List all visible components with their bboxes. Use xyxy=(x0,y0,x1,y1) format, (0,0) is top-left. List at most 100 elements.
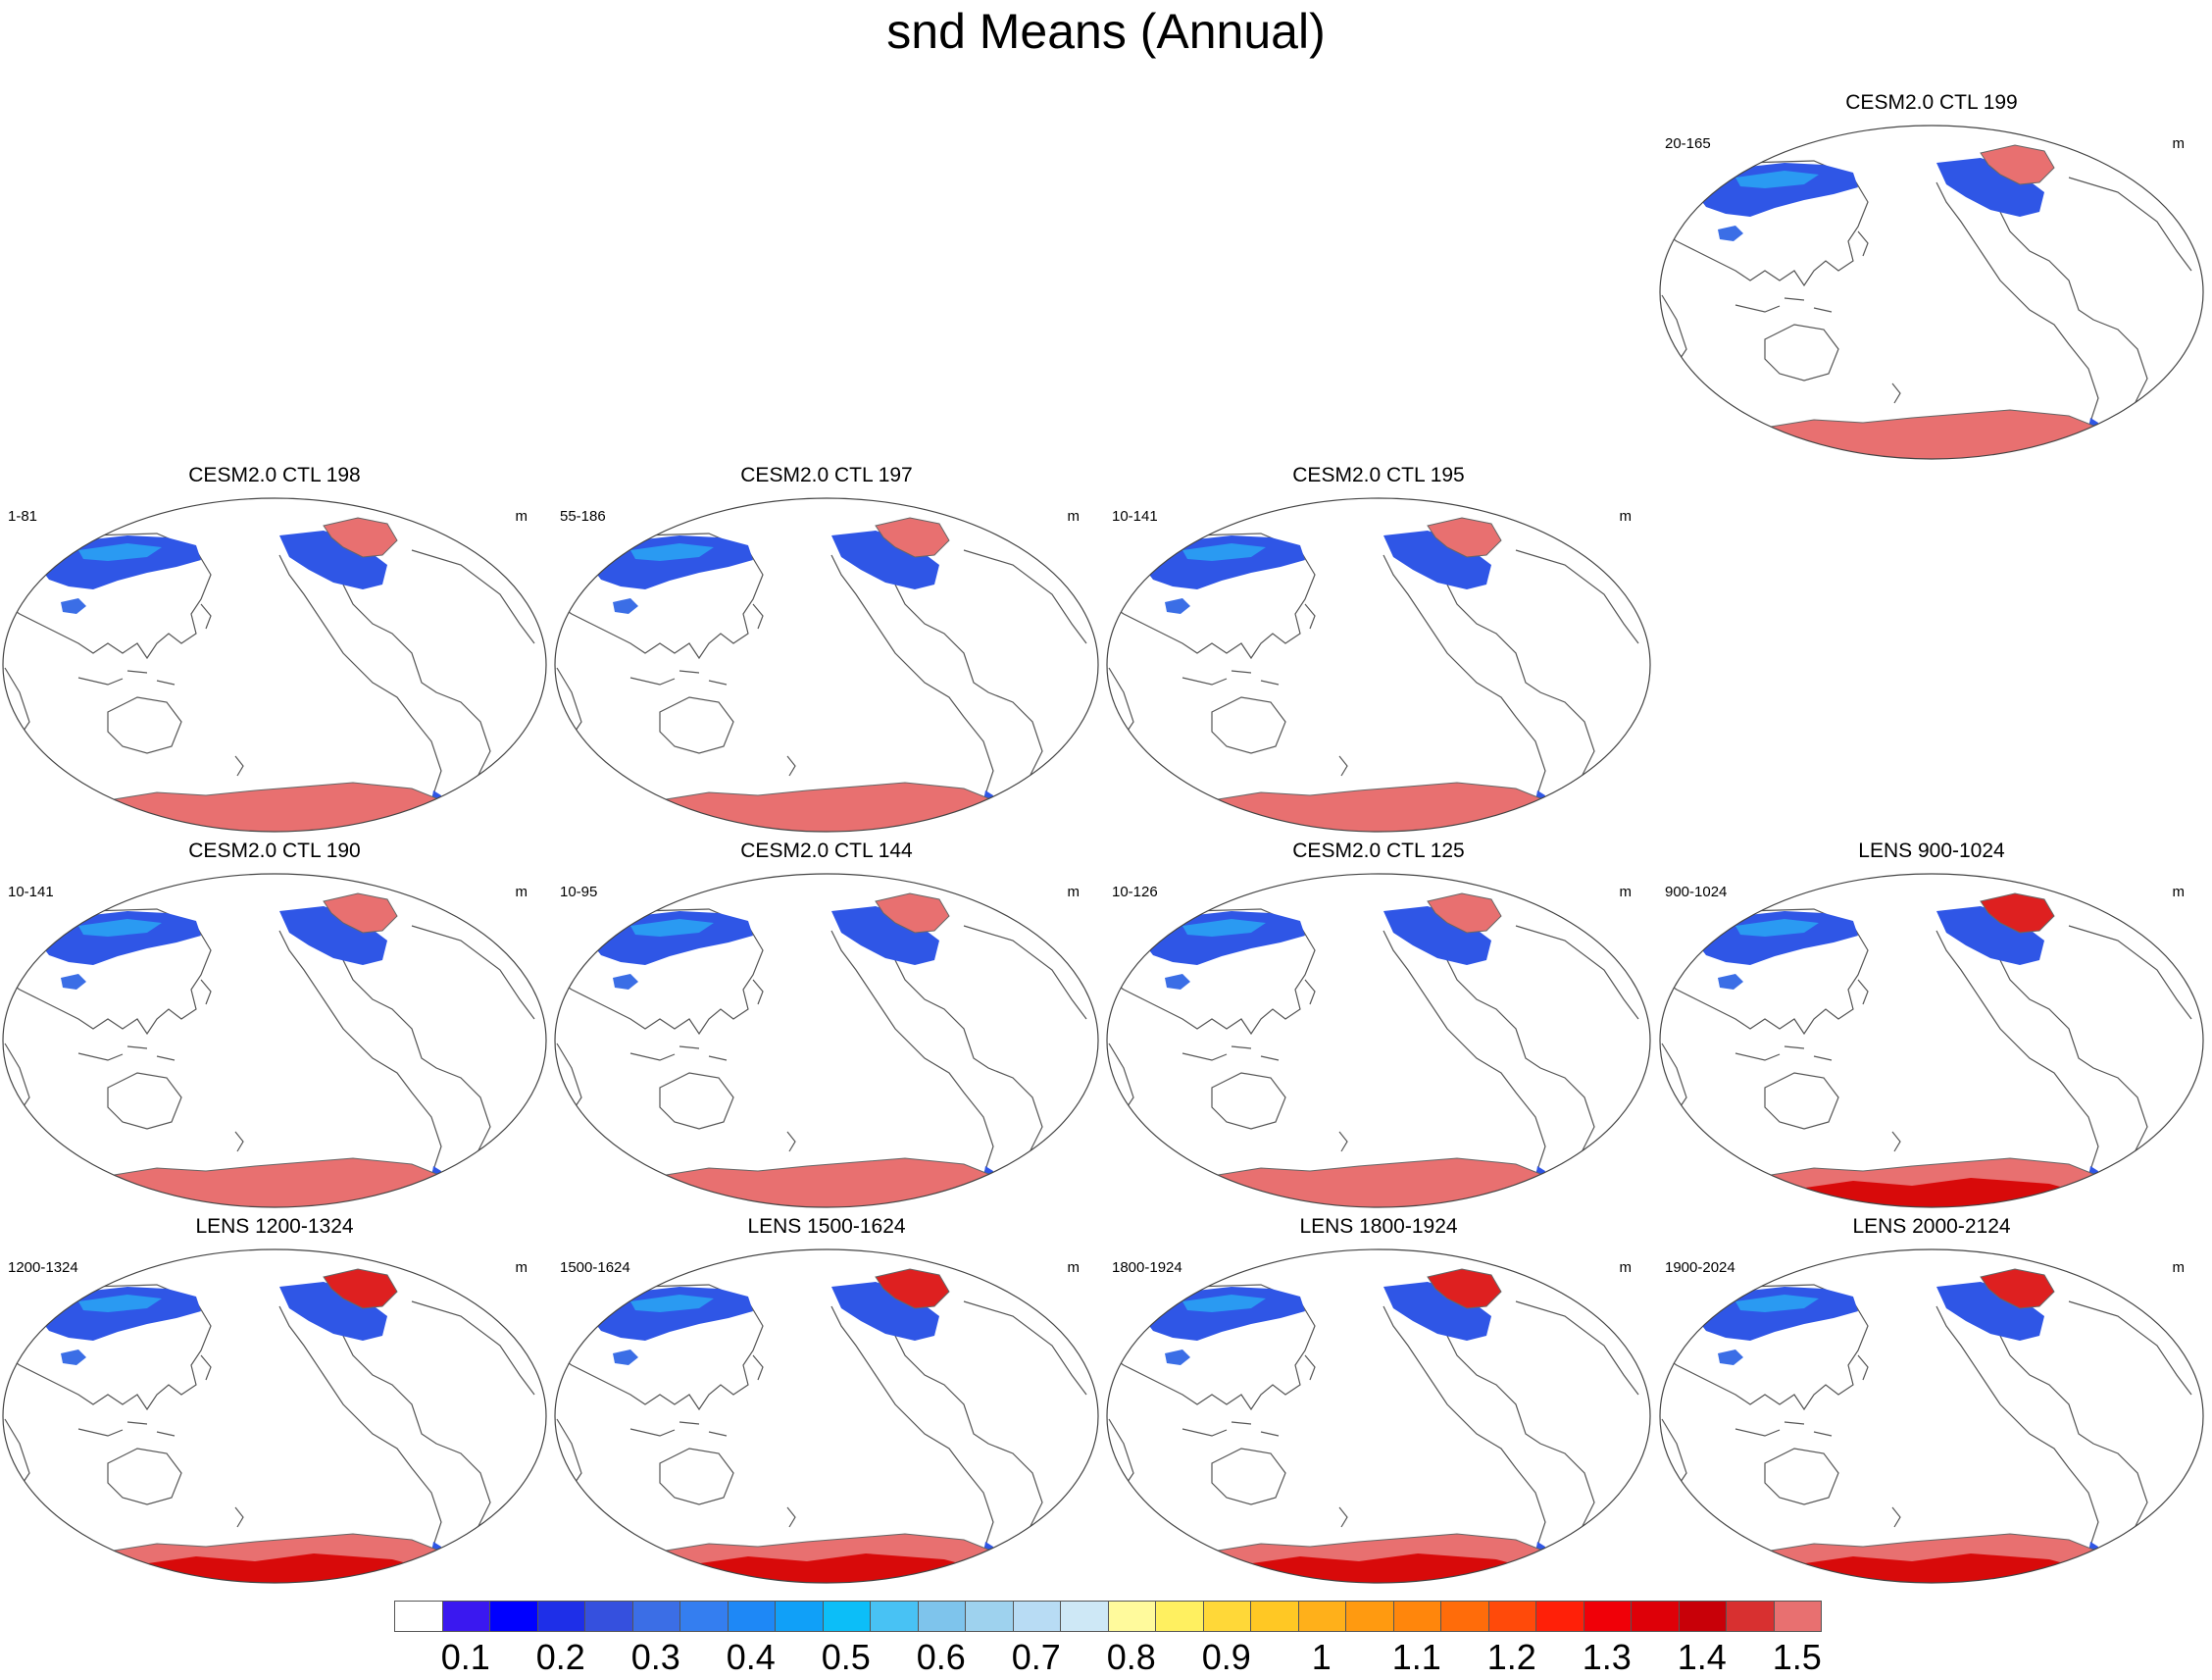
snow-tibet xyxy=(1165,974,1190,990)
coastline xyxy=(4,1284,212,1411)
world-map xyxy=(2,873,547,1208)
snow-tibet xyxy=(613,974,638,990)
panel-range-label: 1500-1624 xyxy=(560,1259,630,1276)
map-panel: CESM2.0 CTL 125 10-126 m xyxy=(1104,839,1653,1208)
greenland-ice xyxy=(1427,517,1502,558)
coastline xyxy=(708,1431,728,1437)
panel-range-label: 55-186 xyxy=(560,508,606,525)
snow-tibet xyxy=(1165,1349,1190,1365)
coastline xyxy=(1108,1043,1134,1113)
panel-title: LENS 1200-1324 xyxy=(195,1215,354,1238)
panel-title: CESM2.0 CTL 190 xyxy=(188,840,361,862)
coastline xyxy=(679,670,700,674)
snow-tibet xyxy=(1165,598,1190,614)
coastline xyxy=(679,1045,700,1049)
coastline xyxy=(659,1448,734,1505)
coastline xyxy=(2068,1300,2192,1396)
coastline xyxy=(963,925,1087,1020)
panel-title: CESM2.0 CTL 144 xyxy=(740,840,913,862)
map-border xyxy=(1659,873,2204,1208)
snow-eurasia xyxy=(39,911,201,965)
coastline xyxy=(1260,1055,1280,1061)
panel-range-label: 20-165 xyxy=(1665,135,1711,152)
panel-title: LENS 1800-1924 xyxy=(1299,1215,1458,1238)
colorbar-swatch xyxy=(679,1601,729,1632)
snow-eurasia xyxy=(1696,911,1858,965)
coastline xyxy=(278,910,491,1196)
snow-eurasia-deep xyxy=(1182,543,1266,561)
map-panel: LENS 900-1024 900-1024 m xyxy=(1657,839,2206,1208)
coastline xyxy=(1891,1131,1901,1152)
coastline xyxy=(1304,1354,1316,1381)
greenland-ice xyxy=(1427,1268,1502,1309)
snow-eurasia xyxy=(1143,1287,1305,1341)
panel-range-label: 1200-1324 xyxy=(8,1259,78,1276)
coastline xyxy=(1936,910,2148,1196)
world-map xyxy=(1659,125,2204,460)
colorbar-tick-label: 0.6 xyxy=(916,1637,966,1677)
panel-title: LENS 900-1024 xyxy=(1858,840,2005,862)
map-panel: CESM2.0 CTL 144 10-95 m xyxy=(552,839,1101,1208)
snow-eurasia-deep xyxy=(1735,919,1819,937)
world-map xyxy=(1659,1248,2204,1584)
world-map xyxy=(1106,1248,1651,1584)
coastline xyxy=(77,677,124,686)
coastline xyxy=(156,680,176,686)
map-border xyxy=(554,1248,1099,1584)
colorbar-swatch xyxy=(1535,1601,1584,1632)
coastline xyxy=(107,1072,182,1130)
colorbar-swatch xyxy=(394,1601,443,1632)
colorbar-swatch xyxy=(1060,1601,1109,1632)
map-panel: CESM2.0 CTL 198 1-81 m xyxy=(0,463,549,833)
colorbar-swatch xyxy=(1631,1601,1680,1632)
colorbar-swatch xyxy=(1583,1601,1632,1632)
coastline xyxy=(4,1418,30,1489)
colorbar-tick-label: 0.5 xyxy=(821,1637,871,1677)
colorbar-swatch xyxy=(584,1601,633,1632)
coastline xyxy=(1231,670,1252,674)
coastline xyxy=(1813,307,1833,313)
colorbar-swatch xyxy=(1392,1601,1441,1632)
colorbar-tick-label: 0.7 xyxy=(1011,1637,1061,1677)
coastline xyxy=(1515,1300,1639,1396)
snow-tibet xyxy=(61,1349,86,1365)
map-border xyxy=(1106,1248,1651,1584)
antarctica-ice xyxy=(97,1157,452,1207)
world-map xyxy=(2,1248,547,1584)
coastline xyxy=(2068,925,2192,1020)
coastline xyxy=(830,910,1043,1196)
greenland-ice xyxy=(323,892,398,934)
coastline xyxy=(1260,1431,1280,1437)
coastline xyxy=(629,1428,676,1437)
colorbar-swatch xyxy=(1678,1601,1727,1632)
coastline xyxy=(4,908,212,1036)
map-border xyxy=(1106,873,1651,1208)
coastline xyxy=(1661,908,1869,1036)
snow-tibet xyxy=(1718,1349,1743,1365)
coastline xyxy=(234,755,244,777)
coastline xyxy=(963,1300,1087,1396)
snow-eurasia-deep xyxy=(1735,171,1819,188)
coastline xyxy=(1891,1506,1901,1528)
coastline xyxy=(786,1506,796,1528)
coastline xyxy=(1108,533,1316,660)
coastline xyxy=(200,979,212,1005)
colorbar-tick-label: 0.8 xyxy=(1106,1637,1156,1677)
snow-eurasia xyxy=(39,535,201,589)
coastline xyxy=(556,1284,764,1411)
colorbar-swatch xyxy=(1440,1601,1489,1632)
colorbar-tick-label: 0.2 xyxy=(535,1637,585,1677)
coastline xyxy=(1891,382,1901,404)
colorbar-swatch xyxy=(1297,1601,1346,1632)
panel-range-label: 900-1024 xyxy=(1665,884,1728,900)
map-border xyxy=(2,1248,547,1584)
colorbar-swatch xyxy=(441,1601,490,1632)
coastline xyxy=(2068,177,2192,272)
panel-title: LENS 1500-1624 xyxy=(747,1215,906,1238)
colorbar-swatch xyxy=(1487,1601,1536,1632)
coastline xyxy=(830,1286,1043,1572)
colorbar-swatch xyxy=(536,1601,585,1632)
snow-eurasia-deep xyxy=(630,1295,714,1312)
coastline xyxy=(1784,1045,1805,1049)
snow-tibet xyxy=(1718,974,1743,990)
